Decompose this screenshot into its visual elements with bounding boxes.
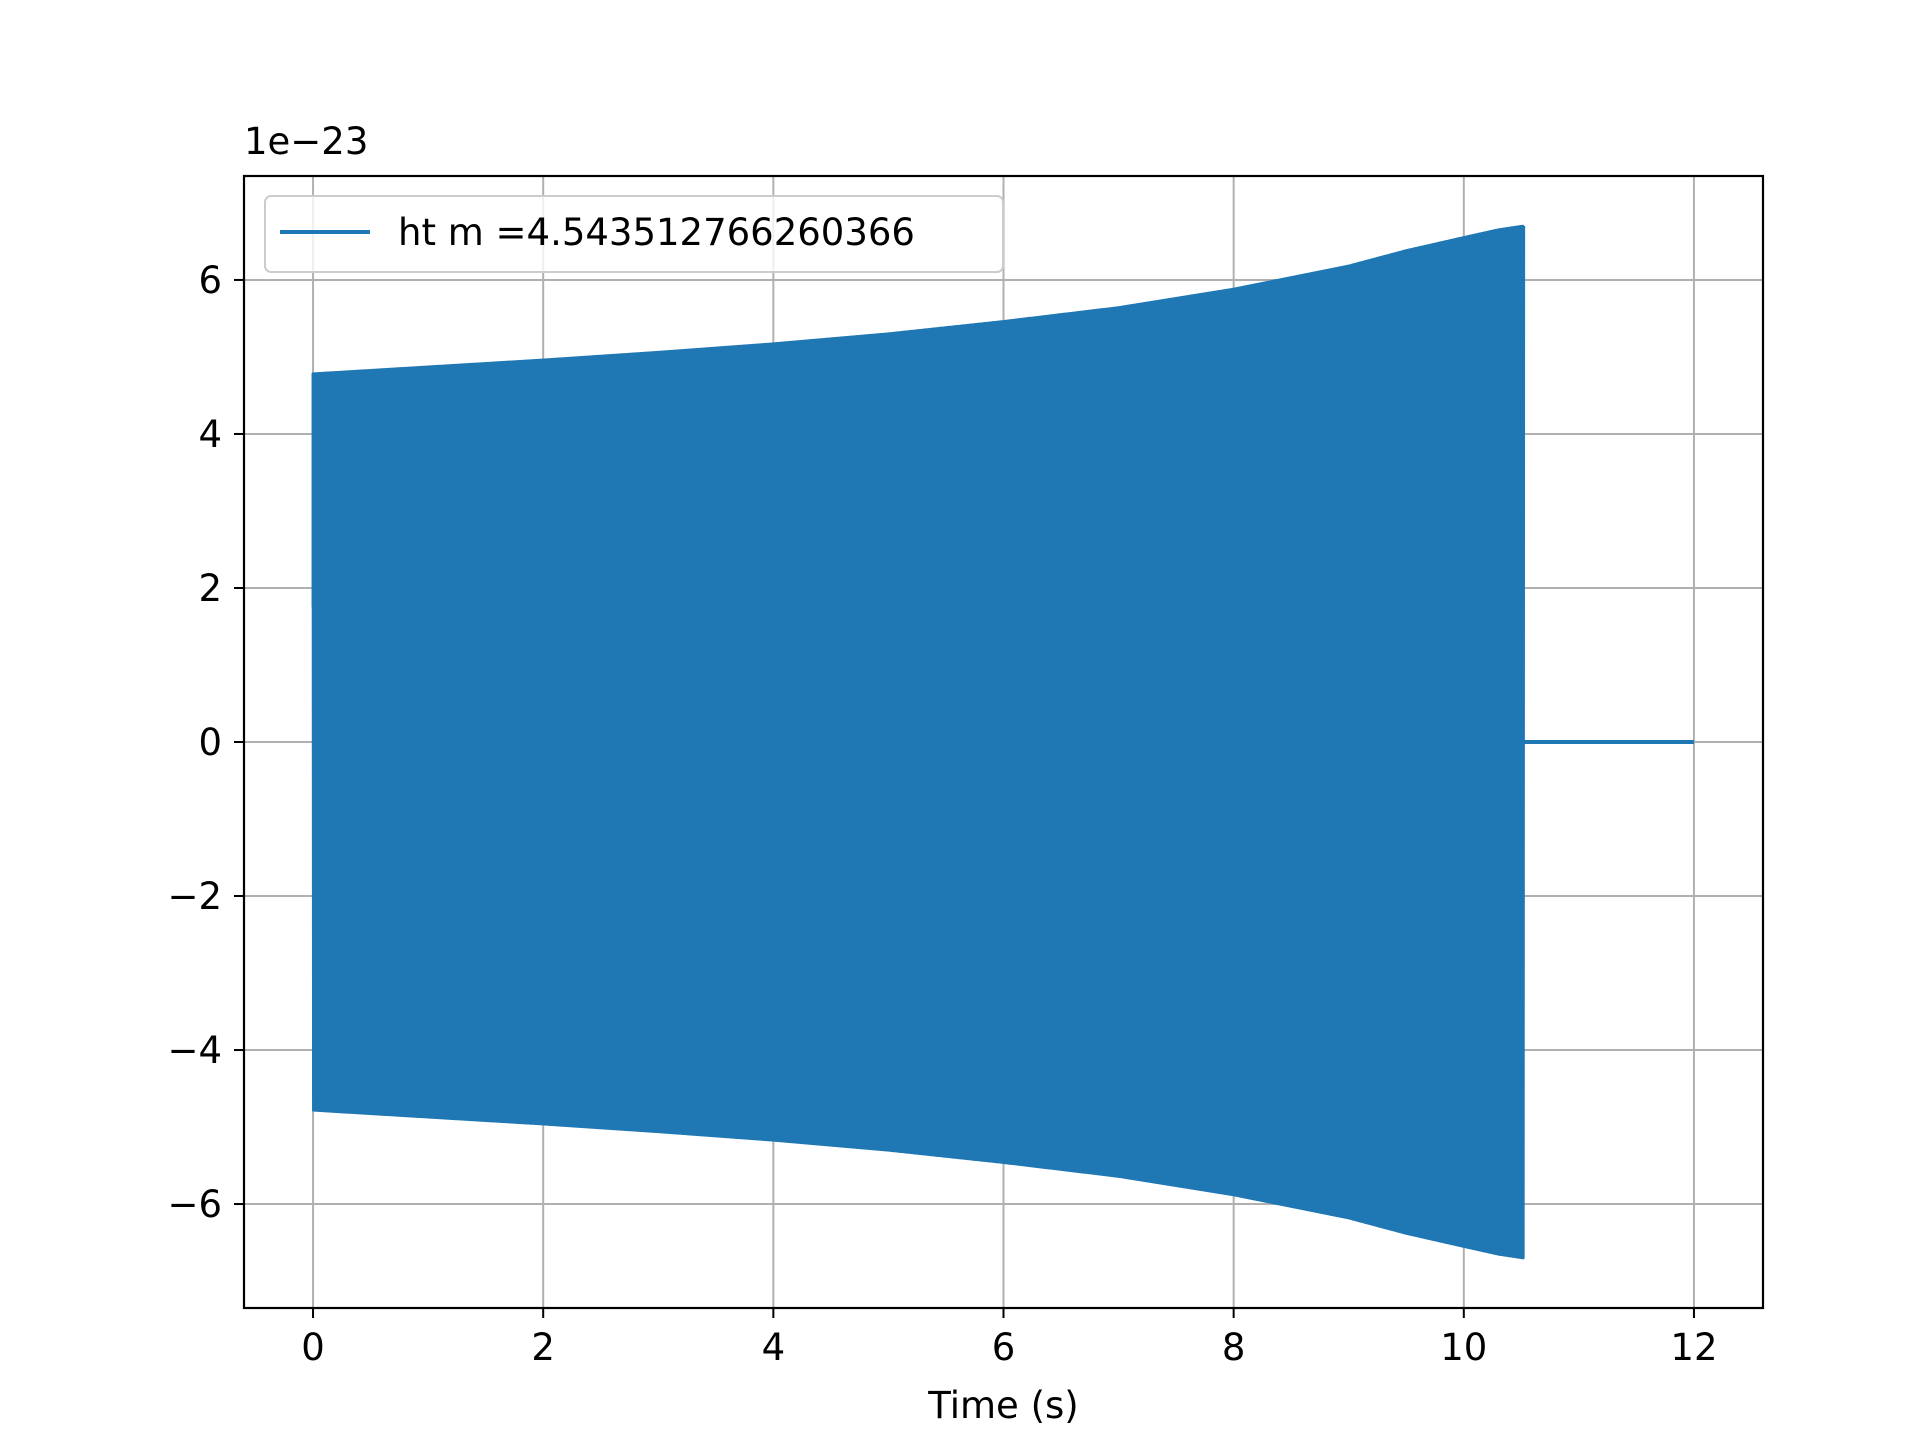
y-tick-label: 4: [198, 413, 222, 456]
y-tick-label: −2: [167, 875, 222, 918]
x-tick-label: 10: [1440, 1326, 1487, 1369]
x-tick-label: 2: [531, 1326, 555, 1369]
legend: ht m =4.543512766260366: [264, 195, 1004, 273]
legend-label: ht m =4.543512766260366: [398, 211, 915, 254]
x-tick-label: 4: [762, 1326, 786, 1369]
y-tick-label: 0: [198, 721, 222, 764]
y-tick-label: −4: [167, 1029, 222, 1072]
x-axis: 0 2 4 6 8 10 12: [301, 1308, 1718, 1369]
y-axis: −6 −4 −2 0 2 4 6: [167, 259, 244, 1226]
x-tick-label: 12: [1670, 1326, 1717, 1369]
y-axis-offset-label: 1e−23: [244, 120, 368, 163]
series-line: [311, 224, 1526, 1260]
y-tick-label: 6: [198, 259, 222, 302]
x-axis-label: Time (s): [927, 1384, 1078, 1427]
legend-box: [264, 195, 1004, 273]
x-tick-label: 8: [1222, 1326, 1246, 1369]
x-tick-label: 0: [301, 1326, 325, 1369]
x-tick-label: 6: [992, 1326, 1016, 1369]
y-tick-label: 2: [198, 567, 222, 610]
series-layer: [311, 224, 1694, 1260]
y-tick-label: −6: [167, 1183, 222, 1226]
